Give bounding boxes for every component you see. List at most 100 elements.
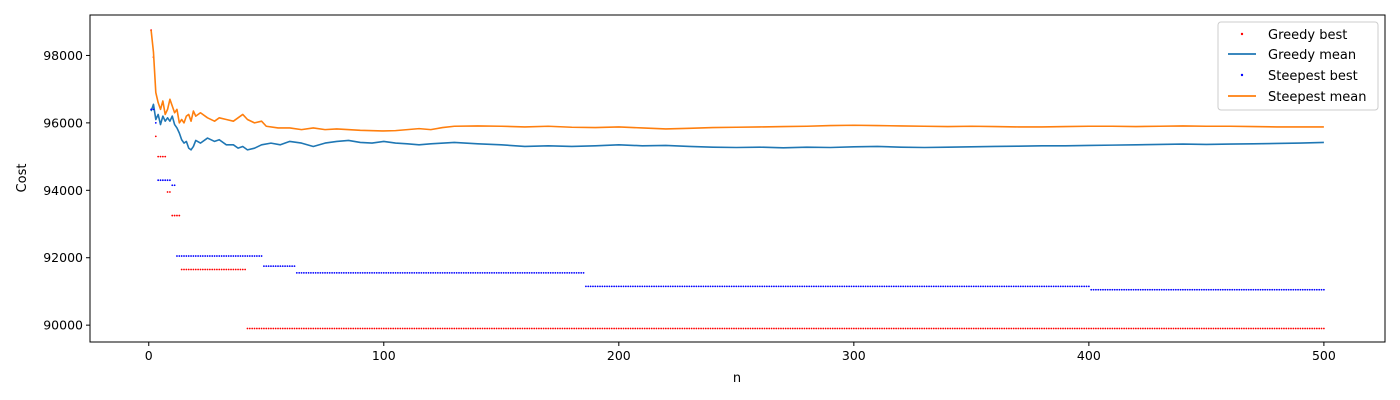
point-steepest-best [173,184,176,187]
point-steepest-best [218,255,221,257]
point-greedy-best [1076,327,1079,330]
point-steepest-best [326,271,329,274]
point-greedy-best [1001,327,1003,330]
point-steepest-best [730,285,733,288]
point-steepest-best [1259,288,1262,291]
point-steepest-best [166,179,169,182]
point-greedy-best [1254,327,1257,330]
point-greedy-best [1217,327,1220,330]
y-axis-label: Cost [15,164,30,193]
point-steepest-best [650,285,653,288]
point-greedy-best [961,327,963,330]
point-greedy-best [359,327,362,330]
point-steepest-best [352,271,355,274]
point-steepest-best [380,271,383,274]
point-steepest-best [1210,288,1212,291]
point-greedy-best [904,327,907,330]
point-steepest-best [1306,288,1309,291]
point-greedy-best [272,327,275,330]
point-steepest-best [317,271,319,274]
point-greedy-best [1102,327,1104,330]
point-greedy-best [1134,327,1137,330]
point-greedy-best [711,327,714,330]
point-greedy-best [1205,327,1208,330]
point-greedy-best [1153,327,1156,330]
point-greedy-best [509,327,512,330]
point-greedy-best [291,327,294,330]
point-steepest-best [1003,285,1006,288]
point-greedy-best [415,327,418,330]
point-steepest-best [1219,288,1222,291]
point-greedy-best [704,327,707,330]
point-greedy-best [775,327,778,330]
point-greedy-best [1191,327,1194,330]
point-steepest-best [164,179,167,182]
point-greedy-best [1071,327,1074,330]
point-steepest-best [469,271,472,274]
point-steepest-best [530,271,533,274]
point-steepest-best [493,271,496,274]
point-greedy-best [688,327,691,330]
point-steepest-best [1290,288,1292,291]
point-steepest-best [150,108,153,111]
point-steepest-best [1189,288,1191,291]
point-greedy-best [831,327,834,330]
point-greedy-best [669,327,672,330]
point-steepest-best [965,285,968,288]
point-greedy-best [176,214,178,217]
point-greedy-best [498,327,500,330]
point-greedy-best [361,327,364,330]
point-greedy-best [911,327,914,330]
legend-marker-steepest-best [1240,73,1244,77]
point-steepest-best [1120,288,1123,291]
point-greedy-best [932,327,935,330]
point-steepest-best [812,285,815,288]
point-greedy-best [883,327,886,330]
point-steepest-best [234,255,237,257]
point-greedy-best [756,327,759,330]
point-steepest-best [345,271,348,274]
point-steepest-best [780,285,782,288]
point-greedy-best [467,327,470,330]
point-greedy-best [709,327,712,330]
point-steepest-best [1132,288,1135,291]
point-steepest-best [648,285,651,288]
point-steepest-best [1137,288,1140,291]
point-steepest-best [335,271,338,274]
point-steepest-best [1142,288,1144,291]
point-steepest-best [197,255,200,257]
point-greedy-best [998,327,1001,330]
point-greedy-best [1322,327,1325,330]
point-steepest-best [394,271,397,274]
point-greedy-best [357,327,359,330]
point-steepest-best [1261,288,1264,291]
point-steepest-best [610,285,613,288]
point-steepest-best [392,271,395,274]
point-steepest-best [1026,285,1029,288]
point-greedy-best [805,327,808,330]
point-greedy-best [594,327,597,330]
point-steepest-best [187,255,190,257]
point-greedy-best [399,327,402,330]
point-steepest-best [429,271,432,274]
point-greedy-best [427,327,430,330]
point-greedy-best [989,327,992,330]
point-greedy-best [737,327,740,330]
y-tick-label: 96000 [43,115,83,130]
point-steepest-best [592,285,594,288]
point-greedy-best [1064,327,1067,330]
point-greedy-best [453,327,456,330]
point-steepest-best [820,285,822,288]
point-greedy-best [1238,327,1241,330]
point-steepest-best [794,285,796,288]
point-steepest-best [1268,288,1271,291]
point-greedy-best [375,327,378,330]
point-greedy-best [1285,327,1288,330]
point-greedy-best [1236,327,1238,330]
point-steepest-best [220,255,223,257]
point-steepest-best [566,271,569,274]
point-steepest-best [711,285,714,288]
point-steepest-best [1045,285,1048,288]
point-steepest-best [340,271,343,274]
point-steepest-best [232,255,235,257]
